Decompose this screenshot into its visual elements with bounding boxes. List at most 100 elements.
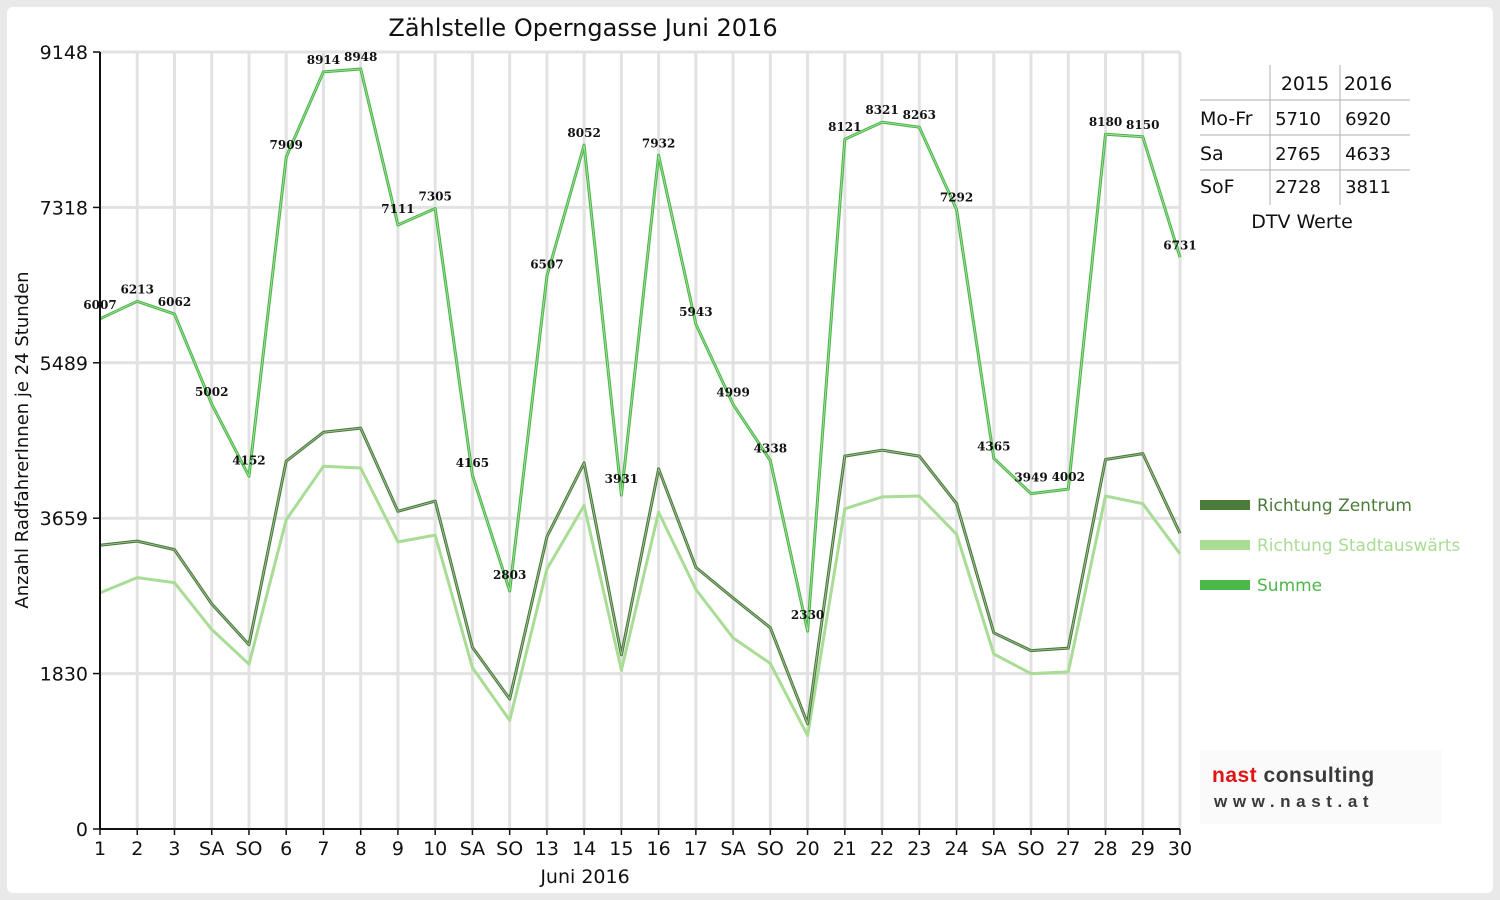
logo-url: www.nast.at [1214,792,1375,811]
data-label-summe: 4338 [754,442,787,456]
data-label-summe: 3931 [605,472,638,486]
data-label-summe: 4152 [232,453,265,467]
x-tick-label: 7 [317,838,329,860]
dtv-table: 2015 2016 Mo-Fr 5710 6920 Sa 2765 4633 S… [1200,65,1410,233]
legend-label-stadtauswaerts: Richtung Stadtauswärts [1257,536,1460,556]
legend-swatch-zentrum [1200,500,1250,510]
x-tick-label: 15 [609,838,633,860]
x-tick-label: 10 [423,838,447,860]
logo-name-part1: nast [1212,764,1258,787]
dtv-cell: 2728 [1275,177,1321,198]
data-label-summe: 8914 [307,53,340,67]
x-tick-label: SA [720,838,745,860]
series-line-2 [99,67,1182,633]
dtv-cell: 5710 [1275,109,1321,130]
dtv-row-label: Sa [1200,143,1224,165]
legend-swatch-summe [1200,580,1250,590]
dtv-cell: 2765 [1275,144,1321,165]
data-label-summe: 4002 [1052,470,1085,484]
x-tick-label: SA [460,838,485,860]
x-tick-label: 1 [94,838,106,860]
x-tick-label: 30 [1168,838,1192,860]
data-label-summe: 8948 [344,50,377,64]
x-tick-label: SO [235,838,262,860]
x-tick-label: 28 [1093,838,1117,860]
y-tick-label: 9148 [40,42,88,64]
x-tick-label: SO [1018,838,1045,860]
dtv-row-label: Mo-Fr [1200,108,1253,130]
dtv-header-2015: 2015 [1281,73,1329,95]
dtv-cell: 3811 [1345,177,1391,198]
x-tick-label: 6 [280,838,292,860]
legend-label-summe: Summe [1257,576,1322,596]
data-labels: 6007 6213 6062 5002 4152 7909 8914 8948 7111 7305… [83,50,1196,622]
dtv-cell: 4633 [1345,144,1391,165]
dtv-caption: DTV Werte [1251,211,1353,233]
data-label-summe: 8180 [1089,115,1122,129]
dtv-row-label: SoF [1200,176,1235,198]
x-tick-label: 21 [833,838,857,860]
axes [99,52,1180,830]
dtv-cell: 6920 [1345,109,1391,130]
x-tick-label: 27 [1056,838,1080,860]
data-label-summe: 6007 [83,298,116,312]
x-tick-label: 3 [168,838,180,860]
x-tick-label: 8 [355,838,367,860]
data-label-summe: 7305 [418,190,451,204]
x-tick-label: SO [496,838,523,860]
x-tick-label: 20 [795,838,819,860]
data-label-summe: 2330 [791,608,824,622]
data-label-summe: 7932 [642,136,675,150]
x-tick-label: SA [199,838,224,860]
data-label-summe: 7909 [270,138,303,152]
data-label-summe: 7292 [940,191,973,205]
nast-consulting-logo: nast consulting www.nast.at [1200,750,1442,824]
legend: Richtung Zentrum Richtung Stadtauswärts … [1200,496,1460,596]
data-label-summe: 6062 [158,295,191,309]
data-label-summe: 4365 [977,439,1010,453]
y-tick-label: 1830 [40,664,88,686]
series-highlight-2 [99,68,1181,632]
grid [100,50,1182,829]
x-tick-label: 17 [684,838,708,860]
series-highlight-0 [99,427,1181,725]
x-tick-label: 22 [870,838,894,860]
data-label-summe: 8321 [865,103,898,117]
data-label-summe: 5943 [679,305,712,319]
y-tick-label: 3659 [40,508,88,530]
data-label-summe: 6213 [121,282,154,296]
x-tick-label: 9 [392,838,404,860]
x-tick-label: SO [757,838,784,860]
data-label-summe: 8150 [1126,118,1159,132]
y-axis-label: Anzahl RadfahrerInnen je 24 Stunden [12,271,33,608]
series-layer [99,67,1182,738]
data-label-summe: 6507 [530,257,563,271]
data-label-summe: 2803 [493,568,526,582]
legend-swatch-stadtauswaerts [1200,540,1250,550]
data-label-summe: 8263 [903,108,936,122]
chart-title: Zählstelle Operngasse Juni 2016 [388,14,777,42]
y-tick-label: 0 [76,819,88,841]
x-tick-label: 23 [907,838,931,860]
logo-name: nast consulting [1212,764,1375,788]
x-tick-label: 14 [572,838,596,860]
x-tick-label: 13 [535,838,559,860]
data-label-summe: 7111 [381,202,414,216]
x-tick-label: 29 [1131,838,1155,860]
data-label-summe: 4165 [456,456,489,470]
y-tick-label: 5489 [40,353,88,375]
data-label-summe: 8121 [828,120,861,134]
logo-name-part2: consulting [1257,764,1375,787]
y-tick-label: 7318 [40,197,88,219]
series-line-1 [99,464,1182,738]
data-label-summe: 5002 [195,385,228,399]
dtv-header-2016: 2016 [1344,73,1392,95]
data-label-summe: 8052 [567,126,600,140]
chart-panel [7,7,1493,893]
data-label-summe: 4999 [716,385,749,399]
x-tick-label: 16 [647,838,671,860]
data-label-summe: 6731 [1163,238,1196,252]
legend-label-zentrum: Richtung Zentrum [1257,496,1412,516]
x-tick-label: 24 [944,838,968,860]
x-tick-label: 2 [131,838,143,860]
